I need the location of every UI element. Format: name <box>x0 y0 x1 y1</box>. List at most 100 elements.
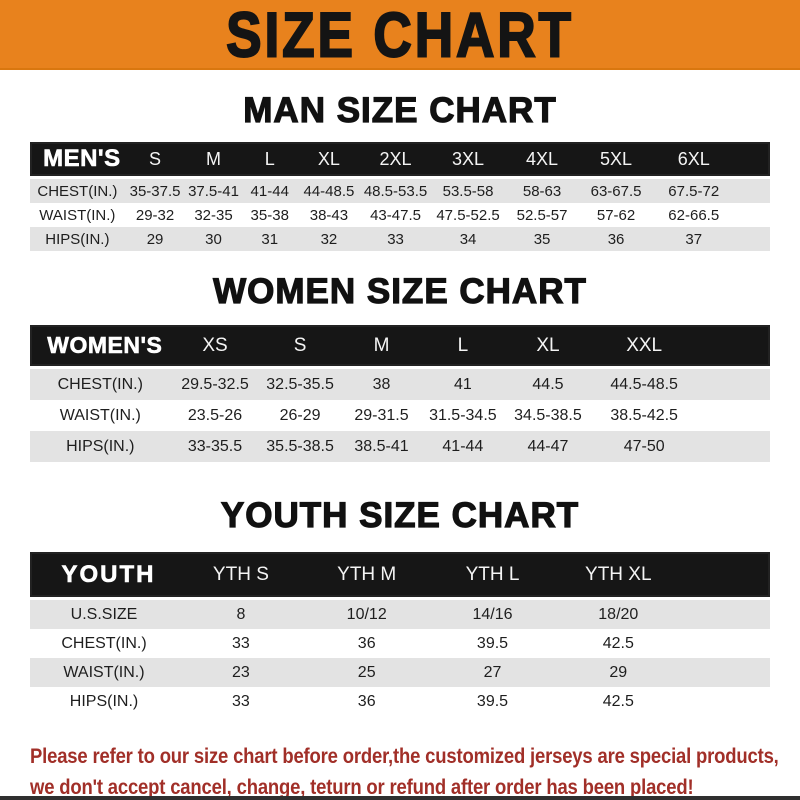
women-size-chart-heading: WOMEN SIZE CHART <box>213 271 587 311</box>
value-cell: 29-31.5 <box>354 406 409 424</box>
value-cell: 33-35.5 <box>187 437 243 455</box>
value-cell: 35-37.5 <box>129 182 181 200</box>
value-cell: 38.5-42.5 <box>610 406 678 424</box>
value-cell: 35.5-38.5 <box>266 437 334 455</box>
value-cell: 34.5-38.5 <box>514 406 582 424</box>
table-group-label: YOUTH <box>61 560 156 588</box>
value-cell: 10/12 <box>346 605 387 623</box>
row-label-cell: CHEST(IN.) <box>37 182 118 200</box>
value-cell: 35-38 <box>250 206 289 224</box>
table-row: CHEST(IN.) 29.5-32.5 32.5-35.5 38 41 44.5 44.5… <box>30 369 770 400</box>
size-column-header: YTH S <box>212 563 269 585</box>
table-row: WAIST(IN.) 29-32 32-35 35-38 38-43 43-47.5 47.… <box>30 203 770 227</box>
man-size-chart-heading: MAN SIZE CHART <box>243 90 557 130</box>
table-row: U.S.SIZE 8 10/12 14/16 18/20 <box>30 600 770 629</box>
size-column-header: XL <box>317 148 340 169</box>
table-row: HIPS(IN.) 33-35.5 35.5-38.5 38.5-41 41-44 44-… <box>30 431 770 462</box>
row-label-cell: WAIST(IN.) <box>39 206 116 224</box>
value-cell: 39.5 <box>476 692 509 710</box>
order-disclaimer-note: Please refer to our size chart before or… <box>30 741 800 800</box>
value-cell: 43-47.5 <box>370 206 421 224</box>
table-row: CHEST(IN.) 33 36 39.5 42.5 <box>30 629 770 658</box>
value-cell: 67.5-72 <box>668 182 720 200</box>
row-label-cell: WAIST(IN.) <box>63 663 145 681</box>
table-group-label: MEN'S <box>43 145 121 172</box>
bottom-edge-bar <box>0 796 800 800</box>
women-size-table: WOMEN'S XS S M L XL XXL CHEST(IN.) 29.5-32.5 32.5… <box>30 325 770 462</box>
size-column-header: XXL <box>626 334 663 356</box>
value-cell: 44.5 <box>532 375 564 393</box>
value-cell: 41-44 <box>250 182 289 200</box>
value-cell: 33 <box>232 692 250 710</box>
size-column-header: L <box>264 148 275 169</box>
women-size-section: WOMEN SIZE CHART WOMEN'S XS S M L XL XXL CHEST(… <box>0 271 800 462</box>
value-cell: 14/16 <box>472 605 513 623</box>
value-cell: 39.5 <box>476 634 509 652</box>
value-cell: 38-43 <box>309 206 349 224</box>
value-cell: 42.5 <box>602 634 634 652</box>
row-label-cell: WAIST(IN.) <box>59 406 141 424</box>
value-cell: 42.5 <box>602 692 634 710</box>
value-cell: 48.5-53.5 <box>363 182 428 200</box>
disclaimer-line-2: we don't accept cancel, change, teturn o… <box>30 776 694 799</box>
size-column-header: YTH L <box>465 563 520 585</box>
value-cell: 29 <box>146 230 164 248</box>
value-cell: 30 <box>205 230 222 248</box>
table-row: HIPS(IN.) 33 36 39.5 42.5 <box>30 687 770 716</box>
value-cell: 31.5-34.5 <box>429 406 497 424</box>
size-column-header: 4XL <box>526 148 559 169</box>
size-column-header: 6XL <box>677 148 710 169</box>
row-label-cell: HIPS(IN.) <box>66 437 135 455</box>
youth-size-section: YOUTH SIZE CHART YOUTH YTH S YTH M YTH L YTH… <box>0 495 800 716</box>
value-cell: 27 <box>483 663 502 681</box>
value-cell: 58-63 <box>522 182 562 200</box>
value-cell: 53.5-58 <box>442 182 494 200</box>
size-column-header: S <box>149 148 162 169</box>
value-cell: 31 <box>261 230 279 248</box>
size-chart-banner: SIZE CHART <box>0 0 800 70</box>
youth-size-table: YOUTH YTH S YTH M YTH L YTH XL U.S.SIZE 8 10/12… <box>30 552 770 716</box>
size-column-header: L <box>457 334 469 356</box>
value-cell: 34 <box>459 230 477 248</box>
table-row: CHEST(IN.) 35-37.5 37.5-41 41-44 44-48.5 48.5… <box>30 179 770 203</box>
size-column-header: XL <box>536 334 560 356</box>
row-label-cell: CHEST(IN.) <box>57 375 143 393</box>
banner-title: SIZE CHART <box>225 0 574 70</box>
value-cell: 37.5-41 <box>188 182 239 200</box>
value-cell: 23.5-26 <box>187 406 243 424</box>
row-label-cell: HIPS(IN.) <box>45 230 110 248</box>
size-column-header: XS <box>202 334 228 356</box>
value-cell: 32.5-35.5 <box>266 375 334 393</box>
value-cell: 29 <box>609 663 628 681</box>
table-row: HIPS(IN.) 29 30 31 32 33 34 35 36 37 <box>30 227 770 251</box>
value-cell: 44-47 <box>527 437 569 455</box>
man-size-section: MAN SIZE CHART MEN'S S M L XL 2XL 3XL 4XL 5XL 6XL… <box>0 90 800 251</box>
value-cell: 32-35 <box>194 206 233 224</box>
value-cell: 29.5-32.5 <box>181 375 249 393</box>
value-cell: 41 <box>453 375 472 393</box>
value-cell: 23 <box>232 663 250 681</box>
row-label-cell: U.S.SIZE <box>70 605 138 623</box>
table-header-bar: MEN'S S M L XL 2XL 3XL 4XL 5XL 6XL <box>30 142 770 179</box>
value-cell: 36 <box>357 692 376 710</box>
table-group-label: WOMEN'S <box>47 332 163 358</box>
value-cell: 8 <box>236 605 246 623</box>
value-cell: 18/20 <box>598 605 639 623</box>
value-cell: 52.5-57 <box>516 206 568 224</box>
value-cell: 41-44 <box>442 437 484 455</box>
table-header-bar: YOUTH YTH S YTH M YTH L YTH XL <box>30 552 770 600</box>
value-cell: 57-62 <box>596 206 636 224</box>
value-cell: 62-66.5 <box>668 206 720 224</box>
size-column-header: YTH M <box>337 563 397 585</box>
value-cell: 32 <box>320 230 338 248</box>
value-cell: 36 <box>357 634 376 652</box>
value-cell: 25 <box>357 663 376 681</box>
row-label-cell: HIPS(IN.) <box>69 692 139 710</box>
size-column-header: S <box>293 334 307 356</box>
size-column-header: YTH XL <box>585 563 652 585</box>
value-cell: 63-67.5 <box>590 182 642 200</box>
size-column-header: 3XL <box>452 148 485 169</box>
table-row: WAIST(IN.) 23.5-26 26-29 29-31.5 31.5-34.5 34… <box>30 400 770 431</box>
men-size-table: MEN'S S M L XL 2XL 3XL 4XL 5XL 6XL CHEST(IN.) 35-37… <box>30 142 770 251</box>
value-cell: 38 <box>372 375 391 393</box>
